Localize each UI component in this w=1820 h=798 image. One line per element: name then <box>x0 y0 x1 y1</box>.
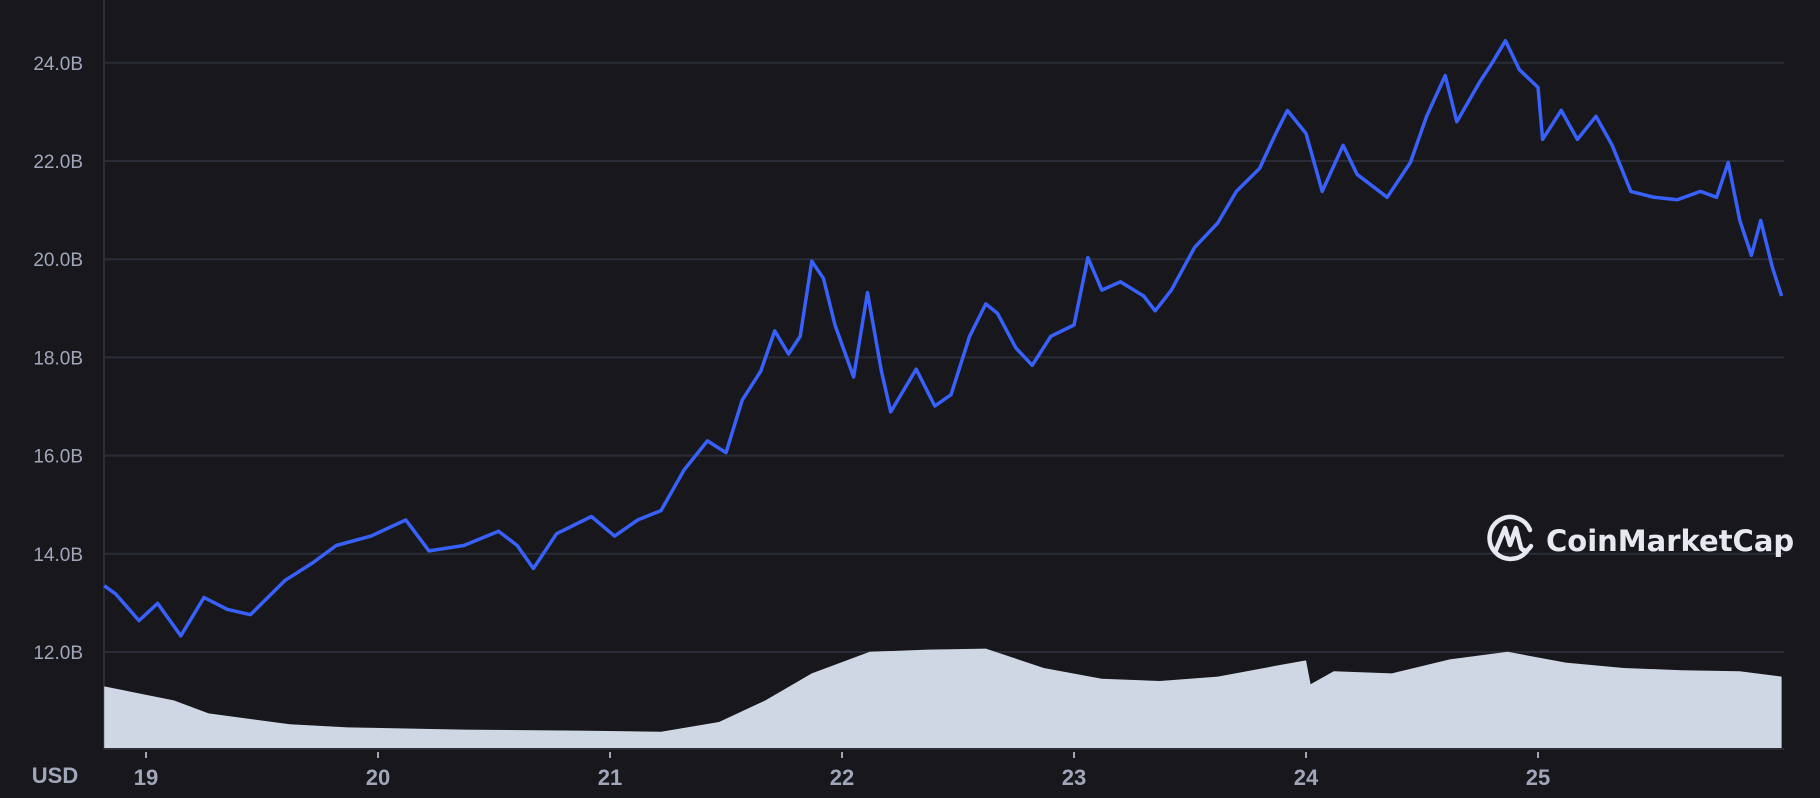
x-tick-label: 23 <box>1062 765 1086 790</box>
x-tick-label: 19 <box>134 765 158 790</box>
x-tick-label: 24 <box>1294 765 1319 790</box>
x-tick-label: 22 <box>830 765 854 790</box>
y-tick-label: 16.0B <box>33 447 83 468</box>
watermark-text: CoinMarketCap <box>1546 524 1794 558</box>
x-axis-ticks: 19 20 21 22 23 24 25 <box>134 752 1550 790</box>
coinmarketcap-logo-icon <box>1487 514 1534 562</box>
y-tick-label: 14.0B <box>33 545 83 566</box>
y-tick-label: 22.0B <box>33 152 83 173</box>
y-tick-label: 20.0B <box>33 250 83 271</box>
price-line <box>103 38 1784 638</box>
x-tick-label: 25 <box>1526 765 1550 790</box>
currency-label: USD <box>32 763 78 788</box>
x-tick-label: 20 <box>366 765 390 790</box>
y-tick-label: 24.0B <box>33 54 83 75</box>
y-axis-labels: 12.0B 14.0B 16.0B 18.0B 20.0B 22.0B 24.0B <box>33 54 83 664</box>
coinmarketcap-watermark: CoinMarketCap <box>1487 514 1794 562</box>
y-tick-label: 18.0B <box>33 348 83 369</box>
volume-area <box>104 648 1782 749</box>
gridlines <box>104 61 1784 653</box>
y-tick-label: 12.0B <box>33 643 83 664</box>
x-tick-label: 21 <box>598 765 622 790</box>
